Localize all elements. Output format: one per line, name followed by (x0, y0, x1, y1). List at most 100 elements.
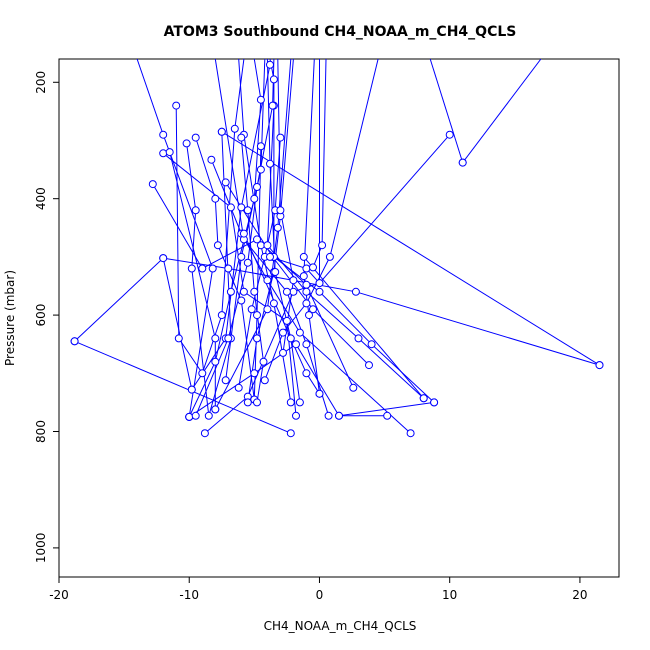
data-point-7-3 (302, 280, 311, 289)
x-tick-label-4: 20 (572, 588, 587, 602)
data-point-1-2 (292, 340, 300, 349)
data-point-9-1 (191, 206, 200, 215)
data-point-5-2 (237, 203, 246, 212)
data-point-17-1 (269, 299, 278, 308)
data-point-15-0 (243, 398, 252, 407)
series-line-24 (269, 59, 320, 285)
data-point-11-2 (263, 276, 272, 285)
data-point-17-2 (256, 241, 265, 250)
x-axis-label: CH4_NOAA_m_CH4_QCLS (264, 619, 417, 633)
data-point-16-2 (302, 299, 311, 308)
y-axis: 200 400 600 800 1000 (34, 71, 60, 564)
data-point-10-0 (191, 133, 200, 142)
series-line-27 (169, 151, 216, 410)
series-line-22 (269, 59, 435, 403)
data-point-21-1 (354, 334, 363, 343)
data-point-22-1 (367, 340, 376, 349)
data-point-4-1 (286, 429, 295, 438)
series-line-30 (462, 59, 542, 163)
data-point-27-0 (165, 148, 174, 157)
data-point-6-2 (289, 287, 298, 296)
x-tick-label-2: 0 (316, 588, 324, 602)
data-point-3-2 (224, 264, 233, 273)
data-point-0-1 (159, 130, 168, 139)
data-point-33-0 (239, 229, 248, 238)
data-point-12-3 (365, 361, 373, 370)
data-point-14-0 (221, 376, 230, 385)
data-point-21-3 (263, 241, 272, 250)
data-point-35-0 (185, 412, 194, 421)
data-point-11-4 (406, 429, 415, 438)
data-point-16-0 (260, 376, 269, 385)
data-point-13-1 (247, 305, 256, 314)
y-tick-label-1: 400 (34, 187, 48, 210)
data-point-36-4 (268, 101, 277, 110)
data-point-11-0 (207, 155, 216, 164)
data-point-37-0 (279, 348, 287, 357)
data-point-4-0 (70, 337, 79, 346)
data-point-36-3 (253, 183, 261, 191)
data-point-19-2 (299, 272, 308, 281)
data-point-7-1 (198, 264, 207, 273)
series-line-9 (186, 131, 232, 416)
data-point-19-1 (305, 311, 313, 320)
data-point-16-3 (325, 252, 334, 261)
data-point-15-1 (253, 334, 261, 343)
data-point-13-0 (234, 383, 243, 392)
data-point-26-0 (217, 127, 226, 136)
data-point-3-3 (351, 287, 360, 296)
x-axis: -20 -10 0 10 20 (49, 576, 588, 602)
data-point-28-0 (211, 405, 220, 414)
data-point-35-2 (226, 287, 235, 296)
data-point-35-3 (250, 194, 259, 203)
data-point-24-0 (266, 252, 274, 261)
series-line-36 (195, 59, 275, 416)
data-point-10-6 (256, 142, 265, 151)
series-line-32 (338, 401, 435, 417)
data-point-26-1 (595, 361, 604, 370)
data-point-35-1 (211, 357, 220, 366)
data-point-9-2 (187, 264, 196, 273)
y-axis-label: Pressure (mbar) (3, 270, 17, 366)
data-point-18-1 (286, 334, 295, 343)
data-point-20-2 (282, 287, 291, 296)
series-line-0 (136, 59, 214, 417)
data-point-5-3 (266, 60, 274, 69)
plot-frame (58, 58, 620, 578)
data-point-21-2 (302, 287, 311, 296)
data-point-10-1 (211, 194, 220, 203)
data-point-34-0 (159, 254, 168, 263)
data-point-16-1 (279, 328, 287, 337)
x-tick-label-0: -20 (49, 588, 69, 602)
data-point-13-4 (276, 133, 285, 142)
data-point-7-0 (148, 180, 157, 189)
data-point-20-0 (324, 411, 333, 420)
series-line-4 (74, 340, 291, 434)
data-point-6-0 (200, 429, 209, 438)
x-tick-label-1: -10 (179, 588, 199, 602)
data-point-22-2 (315, 287, 324, 296)
data-point-37-2 (276, 206, 285, 215)
series-line-31 (429, 59, 464, 163)
series-layer (74, 59, 600, 434)
data-point-2-1 (226, 203, 235, 212)
data-point-23-0 (237, 133, 246, 142)
data-point-23-2 (250, 287, 259, 296)
data-point-12-0 (221, 178, 230, 187)
data-point-12-2 (309, 305, 317, 314)
data-point-24-2 (315, 279, 324, 288)
data-point-2-0 (159, 149, 168, 158)
data-point-8-0 (172, 101, 181, 110)
y-tick-label-4: 1000 (34, 533, 48, 564)
series-line-5 (191, 64, 271, 390)
series-line-26 (221, 131, 600, 366)
data-point-11-3 (295, 328, 304, 337)
series-line-35 (188, 59, 262, 418)
data-point-29-0 (299, 252, 308, 261)
data-point-6-4 (445, 130, 454, 139)
data-point-1-1 (250, 369, 259, 378)
data-point-34-1 (187, 385, 196, 394)
data-point-14-1 (237, 252, 246, 261)
data-point-18-3 (266, 159, 274, 168)
data-point-0-2 (208, 264, 217, 273)
